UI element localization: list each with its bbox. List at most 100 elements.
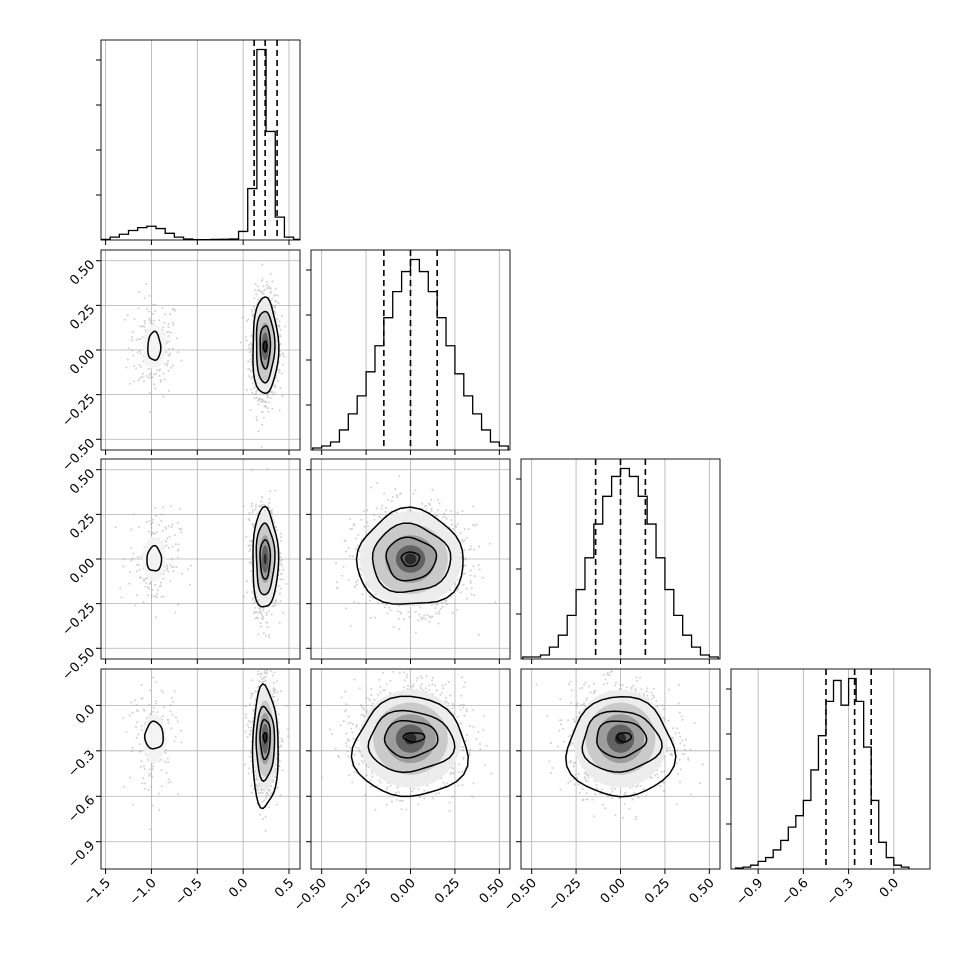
scatter-point (273, 687, 275, 689)
scatter-point (149, 322, 151, 324)
scatter-point (174, 740, 176, 742)
pair-content (335, 475, 526, 635)
scatter-point (254, 397, 256, 399)
scatter-point (277, 380, 279, 382)
scatter-point (266, 287, 268, 289)
scatter-point (452, 528, 454, 530)
scatter-point (168, 547, 170, 549)
pair-panel-2-0: −0.50−0.250.000.250.50 (60, 459, 300, 684)
scatter-point (359, 568, 361, 570)
scatter-point (132, 804, 134, 806)
scatter-point (149, 689, 151, 691)
scatter-point (164, 314, 166, 316)
scatter-point (254, 393, 256, 395)
scatter-point (172, 324, 174, 326)
scatter-point (128, 347, 130, 349)
scatter-point (434, 607, 436, 609)
scatter-point (268, 396, 270, 398)
scatter-point (147, 594, 149, 596)
scatter-point (457, 590, 459, 592)
scatter-point (280, 588, 282, 590)
y-tick-label: −0.50 (60, 436, 99, 475)
scatter-point (436, 515, 438, 517)
scatter-point (474, 575, 476, 577)
scatter-point (256, 397, 258, 399)
scatter-point (179, 508, 181, 510)
scatter-point (155, 373, 157, 375)
scatter-point (172, 570, 174, 572)
scatter-point (167, 782, 169, 784)
scatter-point (177, 550, 179, 552)
scatter-point (144, 320, 146, 322)
scatter-point (254, 611, 256, 613)
histogram-bars (736, 679, 909, 869)
scatter-point (252, 382, 254, 384)
scatter-point (262, 399, 264, 401)
scatter-point (407, 611, 409, 613)
scatter-point (166, 343, 168, 345)
scatter-point (131, 712, 133, 714)
scatter-point (167, 362, 169, 364)
scatter-point (247, 736, 249, 738)
scatter-point (153, 320, 155, 322)
scatter-point (133, 365, 135, 367)
scatter-point (187, 568, 189, 570)
scatter-point (166, 545, 168, 547)
scatter-point (131, 339, 133, 341)
scatter-point (418, 614, 420, 616)
scatter-point (451, 519, 453, 521)
scatter-point (280, 563, 282, 565)
scatter-point (357, 534, 359, 536)
scatter-point (139, 377, 141, 379)
scatter-point (245, 536, 247, 538)
scatter-point (129, 714, 131, 716)
scatter-point (129, 571, 131, 573)
scatter-point (247, 361, 249, 363)
scatter-point (431, 604, 433, 606)
scatter-point (135, 368, 137, 370)
scatter-point (270, 292, 272, 294)
scatter-point (385, 604, 387, 606)
scatter-point (275, 599, 277, 601)
scatter-point (257, 786, 259, 788)
scatter-point (355, 548, 357, 550)
scatter-point (279, 336, 281, 338)
scatter-point (268, 498, 270, 500)
scatter-point (250, 570, 252, 572)
scatter-point (282, 364, 284, 366)
scatter-point (148, 789, 150, 791)
scatter-point (173, 566, 175, 568)
scatter-point (170, 580, 172, 582)
scatter-point (130, 547, 132, 549)
scatter-point (469, 575, 471, 577)
scatter-point (125, 367, 127, 369)
scatter-point (271, 512, 273, 514)
scatter-point (155, 304, 157, 306)
scatter-point (175, 717, 177, 719)
scatter-point (248, 767, 250, 769)
scatter-point (424, 505, 426, 507)
scatter-point (276, 680, 278, 682)
histogram-bars (101, 50, 300, 240)
scatter-point (400, 613, 402, 615)
scatter-point (272, 393, 274, 395)
scatter-point (357, 579, 359, 581)
scatter-point (355, 581, 357, 583)
scatter-point (263, 666, 265, 668)
scatter-point (250, 342, 252, 344)
scatter-point (255, 283, 257, 285)
scatter-point (274, 490, 276, 492)
scatter-point (438, 613, 440, 615)
scatter-point (366, 521, 368, 523)
scatter-point (166, 364, 168, 366)
scatter-point (278, 713, 280, 715)
scatter-point (162, 530, 164, 532)
scatter-point (279, 760, 281, 762)
scatter-point (251, 679, 253, 681)
scatter-point (278, 320, 280, 322)
scatter-point (148, 317, 150, 319)
scatter-point (376, 507, 378, 509)
scatter-point (168, 323, 170, 325)
scatter-point (262, 278, 264, 280)
y-tick-label: 0.00 (67, 556, 98, 587)
